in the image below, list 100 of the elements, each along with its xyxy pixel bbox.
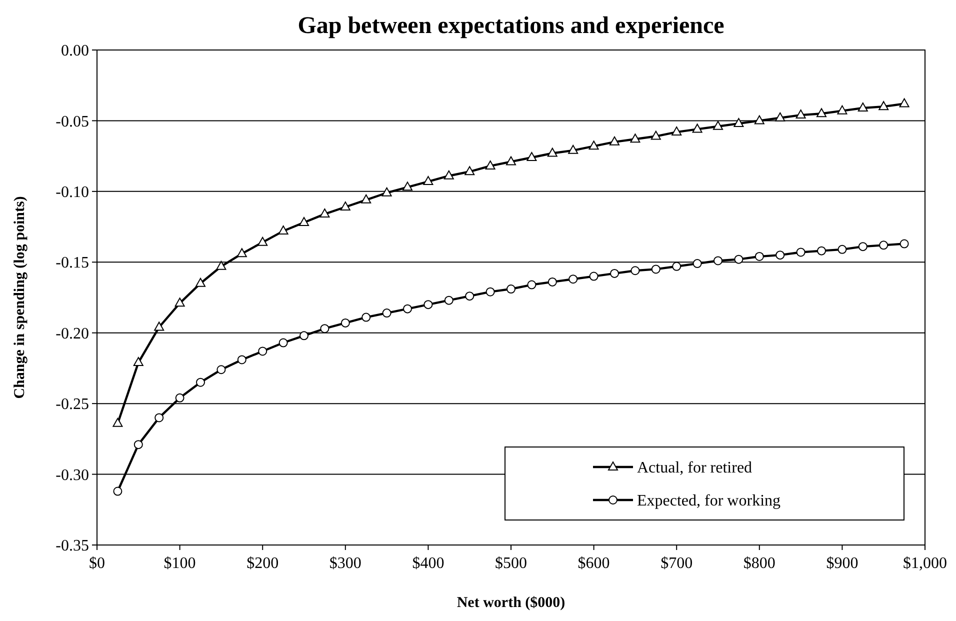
point <box>858 102 868 112</box>
x-tick-label: $200 <box>246 555 279 572</box>
point <box>754 115 764 124</box>
point <box>485 160 496 170</box>
point <box>340 318 350 328</box>
point <box>464 166 475 176</box>
point <box>589 272 598 281</box>
y-tick-label: -0.30 <box>56 466 89 484</box>
point <box>837 105 848 114</box>
point <box>816 108 826 118</box>
point <box>134 440 143 450</box>
point <box>444 170 454 180</box>
y-axis-title: Change in spending (log points) <box>12 196 28 399</box>
point <box>568 144 578 154</box>
point <box>672 262 682 271</box>
point <box>424 300 433 310</box>
point <box>133 357 144 366</box>
point <box>154 413 164 422</box>
point <box>630 134 640 143</box>
point <box>900 239 909 248</box>
point <box>899 98 910 108</box>
point <box>196 378 205 387</box>
point <box>506 156 516 166</box>
x-tick-label: $1,000 <box>903 555 947 572</box>
point <box>320 324 330 334</box>
x-tick-label: $800 <box>743 555 776 572</box>
point <box>216 365 226 374</box>
point <box>382 308 392 318</box>
x-tick-label: $0 <box>89 555 105 572</box>
point <box>278 226 288 235</box>
legend-label: Expected, for working <box>637 492 781 510</box>
x-tick-label: $300 <box>329 555 362 572</box>
point <box>506 284 516 294</box>
point <box>154 322 164 331</box>
point <box>258 236 268 246</box>
point <box>340 201 350 210</box>
point <box>527 280 536 290</box>
point <box>278 338 288 348</box>
y-tick-label: -0.15 <box>56 254 89 272</box>
point <box>216 260 226 270</box>
point <box>237 355 246 364</box>
y-tick-label: -0.35 <box>56 538 89 555</box>
x-tick-label: $700 <box>660 555 693 572</box>
point <box>112 418 123 427</box>
point <box>630 266 640 276</box>
point <box>568 274 578 284</box>
point <box>175 393 184 402</box>
point <box>692 259 702 268</box>
point <box>796 110 806 119</box>
y-tick-label: -0.25 <box>56 396 89 414</box>
point <box>796 248 806 257</box>
point <box>526 152 537 161</box>
legend-label: Actual, for retired <box>637 460 752 477</box>
x-tick-label: $600 <box>578 555 610 572</box>
point <box>734 118 744 128</box>
point <box>651 264 660 274</box>
x-axis-title: Net worth ($000) <box>456 595 566 611</box>
point <box>548 277 557 286</box>
x-tick-label: $100 <box>164 555 196 572</box>
y-tick-label: -0.10 <box>56 184 89 202</box>
point <box>713 120 723 130</box>
point <box>444 296 454 305</box>
x-tick-label: $500 <box>495 555 527 572</box>
point <box>776 250 785 260</box>
point <box>588 140 599 150</box>
y-tick-label: -0.05 <box>56 113 89 130</box>
point <box>402 182 412 191</box>
point <box>258 346 268 356</box>
point <box>838 244 847 254</box>
point <box>878 101 889 110</box>
point <box>486 287 495 296</box>
point <box>754 252 764 261</box>
point <box>817 246 826 256</box>
chart-title: Gap between expectations and experience <box>298 13 725 39</box>
y-tick-label: 0.00 <box>61 42 89 60</box>
point <box>320 208 330 218</box>
point <box>196 278 206 287</box>
point <box>858 242 868 252</box>
y-tick-label: -0.20 <box>56 325 89 342</box>
point <box>361 194 372 204</box>
point <box>299 217 309 226</box>
point <box>174 298 185 307</box>
point <box>879 240 888 250</box>
point <box>423 176 434 186</box>
point <box>362 312 371 322</box>
point <box>734 254 744 264</box>
x-tick-label: $900 <box>826 555 858 572</box>
point <box>113 486 122 496</box>
x-tick-label: $400 <box>412 555 444 572</box>
point <box>610 136 620 146</box>
point <box>382 187 392 196</box>
point <box>650 130 661 140</box>
point <box>300 331 308 340</box>
point <box>547 148 558 157</box>
point <box>775 112 786 122</box>
point <box>714 256 722 266</box>
point <box>692 124 702 133</box>
point <box>465 292 474 301</box>
point <box>403 304 412 314</box>
point <box>672 126 682 136</box>
